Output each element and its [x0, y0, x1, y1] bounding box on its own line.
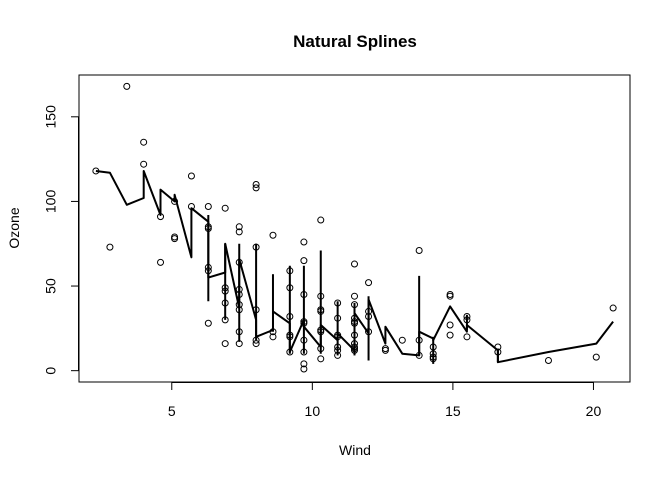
data-point — [204, 202, 212, 210]
data-point — [317, 355, 325, 363]
data-point — [592, 353, 600, 361]
data-point — [544, 357, 552, 365]
data-point — [351, 292, 358, 300]
data-point — [463, 333, 471, 341]
data-point — [300, 365, 308, 373]
x-axis: 5 10 15 20 — [168, 382, 602, 419]
x-axis-label: Wind — [339, 442, 371, 458]
y-axis-label: Ozone — [6, 207, 22, 248]
data-point — [446, 331, 454, 339]
x-tick-label: 15 — [445, 403, 461, 419]
data-point — [300, 257, 308, 265]
y-tick-label: 150 — [43, 105, 59, 129]
data-point — [252, 184, 260, 192]
data-point — [609, 304, 617, 312]
y-tick-label: 0 — [43, 367, 59, 375]
data-point — [221, 340, 229, 348]
data-point — [235, 223, 243, 231]
x-tick-label: 20 — [586, 403, 602, 419]
y-axis: 0 50 100 150 — [43, 105, 79, 375]
vertical-segments — [207, 214, 499, 364]
spline-fit-line — [95, 170, 614, 364]
data-point — [235, 228, 243, 236]
data-point — [446, 292, 454, 300]
data-point — [187, 172, 195, 180]
data-point — [365, 279, 373, 287]
data-point — [204, 319, 212, 327]
data-point — [123, 82, 131, 90]
data-point — [446, 321, 454, 329]
data-point — [269, 231, 277, 239]
data-point — [171, 235, 179, 243]
data-point — [252, 180, 260, 188]
data-point — [381, 346, 389, 354]
data-point — [269, 333, 277, 341]
y-tick-label: 100 — [43, 190, 59, 214]
data-point — [300, 238, 308, 246]
data-point — [157, 258, 165, 266]
chart-title: Natural Splines — [293, 32, 417, 51]
spline-line — [95, 170, 614, 364]
y-tick-label: 50 — [43, 278, 59, 294]
data-point — [140, 138, 148, 146]
x-tick-label: 10 — [305, 403, 321, 419]
data-point — [252, 340, 260, 348]
data-point — [106, 243, 114, 251]
data-point — [140, 160, 148, 168]
data-point — [351, 260, 358, 268]
data-point — [317, 216, 325, 224]
data-point — [300, 360, 308, 368]
x-tick-label: 5 — [168, 403, 176, 419]
data-point — [221, 204, 229, 212]
data-point — [415, 247, 423, 255]
data-point — [398, 336, 406, 344]
